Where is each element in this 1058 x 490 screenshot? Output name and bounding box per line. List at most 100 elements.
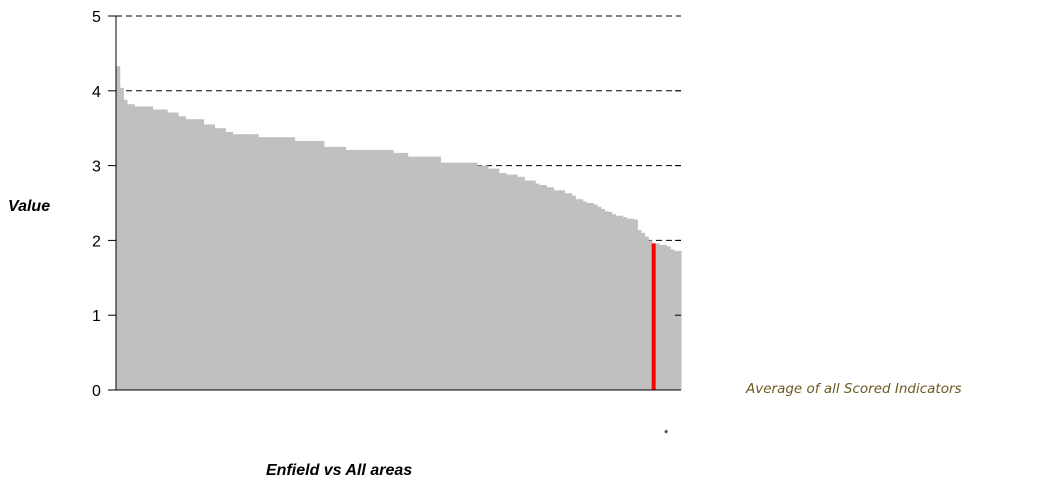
bar [455,162,460,390]
bar [451,162,456,390]
bar [323,146,329,390]
bar [196,119,201,390]
bar [549,187,555,390]
bar [396,152,401,390]
bar [542,185,547,390]
bar [385,149,390,390]
bar [414,156,420,390]
y-tick-label: 2 [92,233,101,250]
bar [192,119,197,390]
bar [644,236,649,390]
bar [221,128,226,390]
bar [272,137,277,390]
bar [360,149,365,390]
bar [473,162,478,390]
bar [148,106,154,391]
bar [538,185,544,390]
bar [425,156,431,390]
bar [254,134,259,390]
bar [447,162,452,390]
bar [309,140,314,390]
average-indicator-label: Average of all Scored Indicators [746,381,962,397]
bar [218,128,223,390]
bar [670,249,675,390]
bar [568,193,573,390]
bars-group [116,66,682,391]
bar [371,149,376,390]
bar [444,162,449,390]
bar [378,149,383,390]
bar [593,204,598,390]
bar [666,246,671,390]
bar [564,193,569,390]
bar [600,208,606,390]
bar [655,243,660,390]
y-tick-label: 0 [92,383,101,400]
bar [269,137,274,390]
bar [141,106,146,391]
bar [615,215,620,390]
bar [290,137,296,390]
bar [495,168,500,390]
bar [465,162,471,390]
bar [677,250,682,390]
y-axis-label: Value [8,198,51,215]
bar [294,140,299,390]
bar [422,156,427,390]
bar [239,134,245,390]
bar [232,134,237,390]
bar [320,140,325,390]
bar [349,149,354,390]
bar [177,116,183,391]
bar [578,199,584,390]
bar [393,152,398,390]
highlight-marker: * [664,428,669,440]
bar [203,124,208,391]
bar [199,119,205,390]
bar [557,190,562,390]
bar [316,140,321,390]
highlight-bar [651,243,656,390]
bar [331,146,336,390]
bar [407,156,412,390]
bar [575,199,580,390]
bar [345,149,350,390]
bar [571,195,576,390]
bar [119,87,124,391]
bar [261,137,267,390]
bar [498,173,503,390]
bar [367,149,372,390]
y-tick-label: 1 [92,308,101,325]
bar [622,217,627,390]
bar [604,211,609,390]
bar [436,156,442,390]
bar [469,162,474,390]
bar [207,124,212,391]
bar [586,203,591,390]
bar [502,173,507,390]
bar [487,168,493,390]
bar [640,232,646,390]
bar [229,131,234,390]
bar [527,180,533,390]
bar [608,211,613,390]
bar [582,201,587,390]
bar [276,137,281,390]
bar [159,109,164,390]
bar [258,137,263,390]
bar [673,250,678,390]
bar [363,149,369,390]
bar [167,112,172,390]
bar [433,156,438,390]
bar [352,149,358,390]
bar [648,240,653,390]
bar [476,165,482,390]
y-tick-label: 5 [92,9,101,26]
bar [338,146,343,390]
bar [265,137,270,390]
bar [637,229,642,390]
bar [629,218,635,390]
bar [287,137,292,390]
bar [334,146,339,390]
